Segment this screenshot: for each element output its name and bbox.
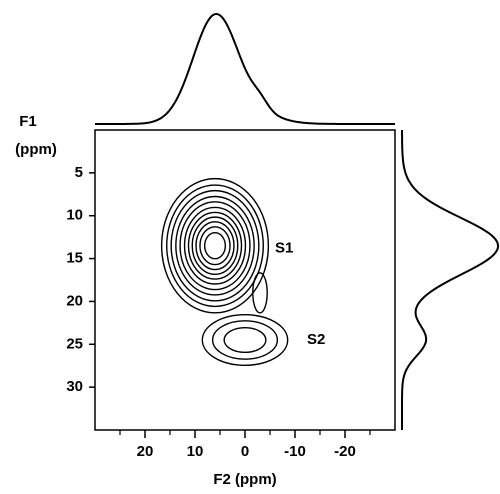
peak-label: S2 (307, 331, 325, 348)
contour-line (203, 232, 227, 260)
contour-line (223, 326, 267, 354)
y-axis-label: F1 (19, 113, 37, 130)
x-tick-label: 10 (187, 443, 204, 460)
contour-line (160, 177, 270, 314)
contour-line (183, 206, 247, 285)
contour-line (211, 320, 279, 360)
contour-line (170, 189, 260, 302)
contour-line (201, 314, 289, 366)
contour-line (252, 272, 268, 314)
x-tick-label: -20 (334, 443, 356, 460)
y-tick-label: 20 (66, 292, 83, 309)
x-tick-label: -10 (284, 443, 306, 460)
contour-line (191, 216, 239, 276)
x-axis-label: F2 (ppm) (213, 471, 276, 488)
y-axis-label: (ppm) (15, 141, 57, 158)
contour-line (195, 221, 235, 271)
contour-line (166, 184, 264, 308)
contour-line (187, 211, 243, 280)
y-tick-label: 25 (66, 335, 83, 352)
x-tick-label: 20 (137, 443, 154, 460)
peak-label: S1 (275, 240, 293, 257)
y-tick-label: 5 (75, 164, 83, 181)
contour-line (175, 195, 255, 296)
y-tick-label: 30 (66, 378, 83, 395)
y-tick-label: 15 (66, 250, 83, 267)
contour-line (199, 226, 231, 266)
contour-line (179, 201, 251, 291)
y-tick-label: 10 (66, 207, 83, 224)
f2-projection (95, 13, 395, 125)
x-tick-label: 0 (241, 443, 249, 460)
f1-projection (401, 130, 500, 430)
plot-frame (94, 129, 396, 431)
